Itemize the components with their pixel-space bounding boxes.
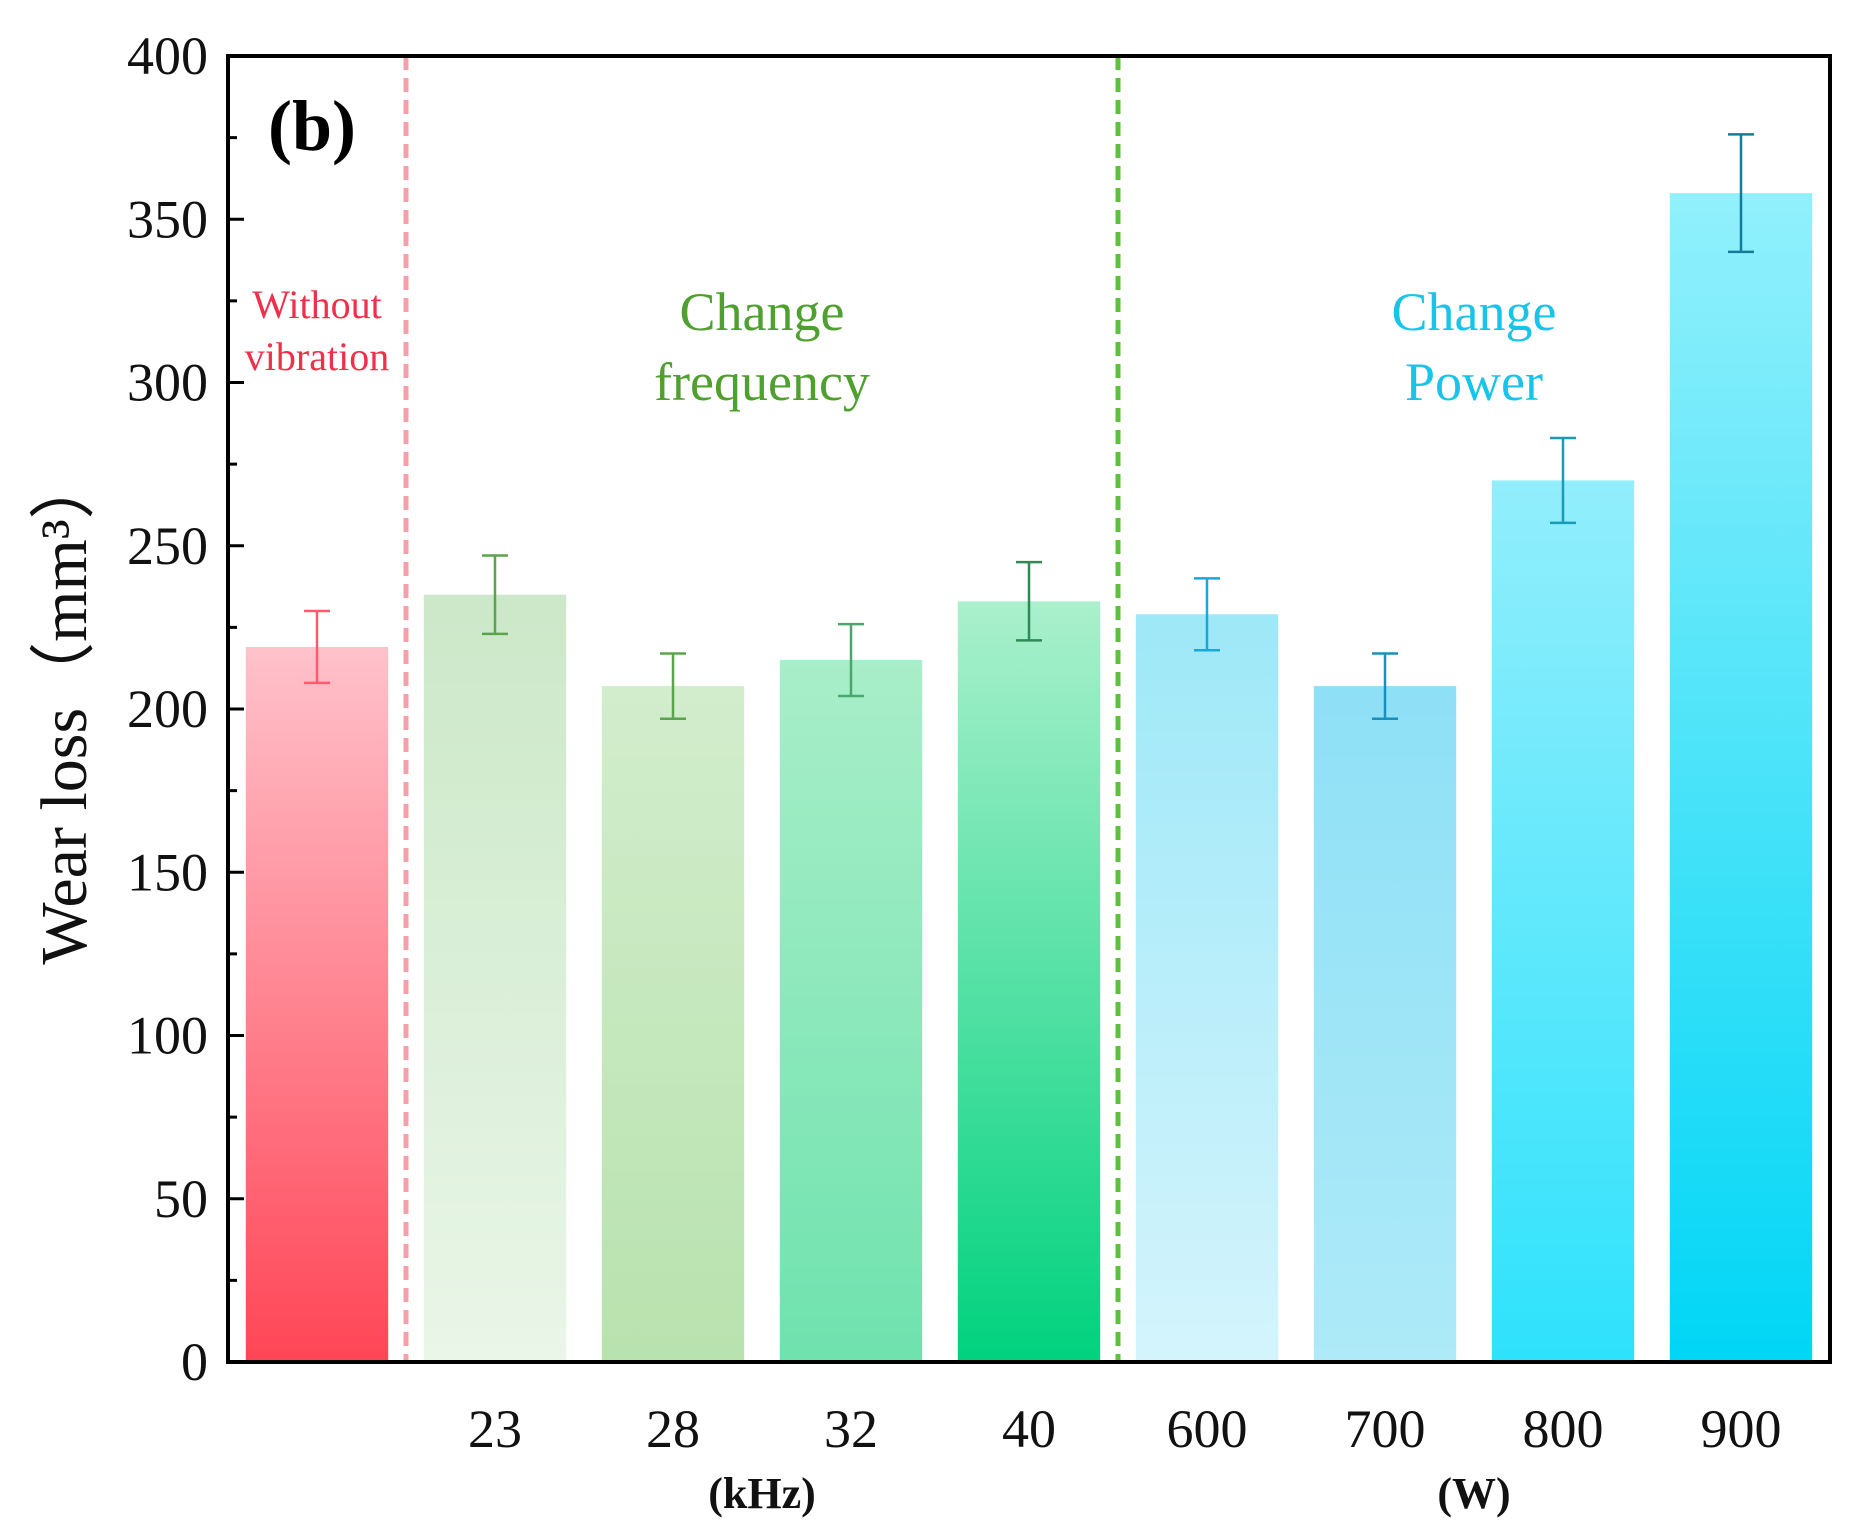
y-axis-title: Wear loss（mm³） xyxy=(28,453,101,964)
x-tick-label: 700 xyxy=(1345,1399,1426,1459)
x-tick-label: 600 xyxy=(1167,1399,1248,1459)
x-unit-label: (kHz) xyxy=(708,1469,816,1518)
group-label: Change xyxy=(1392,282,1557,342)
y-tick-label: 250 xyxy=(127,516,208,576)
y-tick-label: 0 xyxy=(181,1332,208,1392)
x-tick-label: 23 xyxy=(468,1399,522,1459)
panel-label: (b) xyxy=(268,86,356,166)
group-label: frequency xyxy=(654,352,870,412)
bar-900 xyxy=(1669,193,1813,1363)
y-tick-label: 100 xyxy=(127,1006,208,1066)
bar-600 xyxy=(1135,614,1279,1362)
x-tick-label: 800 xyxy=(1523,1399,1604,1459)
bar-32 xyxy=(779,660,923,1362)
error-bar-32 xyxy=(838,622,864,698)
y-tick-label: 200 xyxy=(127,679,208,739)
y-tick-label: 150 xyxy=(127,842,208,902)
bar-without-vibration xyxy=(245,647,389,1362)
error-bar-800 xyxy=(1550,436,1576,525)
error-bar-28 xyxy=(660,652,686,721)
bar-28 xyxy=(601,686,745,1362)
x-unit-label: (W) xyxy=(1437,1469,1510,1518)
x-tick-label: 900 xyxy=(1701,1399,1782,1459)
x-tick-label: 32 xyxy=(824,1399,878,1459)
error-bar-23 xyxy=(482,554,508,636)
y-tick-label: 350 xyxy=(127,189,208,249)
bar-800 xyxy=(1491,480,1635,1362)
y-tick-label: 300 xyxy=(127,353,208,413)
error-bar-without-vibration xyxy=(304,609,330,685)
error-bar-900 xyxy=(1728,133,1754,254)
group-label: Without xyxy=(252,282,382,327)
group-label: vibration xyxy=(245,334,389,379)
bar-23 xyxy=(423,594,567,1362)
error-bar-600 xyxy=(1194,577,1220,652)
error-bar-40 xyxy=(1016,560,1042,642)
group-label: Power xyxy=(1405,352,1543,412)
y-tick-label: 400 xyxy=(127,26,208,86)
y-tick-label: 50 xyxy=(154,1169,208,1229)
x-tick-label: 28 xyxy=(646,1399,700,1459)
error-bar-700 xyxy=(1372,652,1398,721)
bar-40 xyxy=(957,601,1101,1362)
x-tick-label: 40 xyxy=(1002,1399,1056,1459)
group-label: Change xyxy=(680,282,845,342)
bar-700 xyxy=(1313,686,1457,1362)
